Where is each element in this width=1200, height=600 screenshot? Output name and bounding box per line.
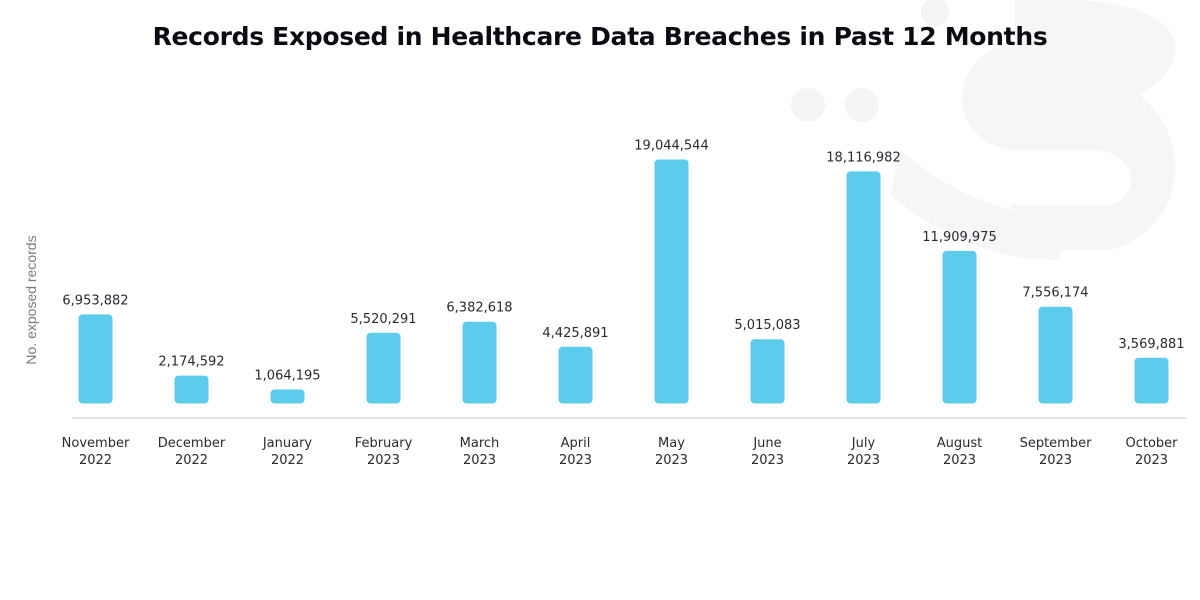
category-label-october-month: October [1125,436,1178,451]
category-label-january-year: 2022 [271,453,304,468]
category-label-april-month: April [561,436,591,451]
bar-april [558,346,593,404]
category-label-november-year: 2022 [79,453,112,468]
category-label-november-month: November [62,436,130,451]
category-label-may-month: May [658,436,685,451]
y-axis-label: No. exposed records [23,235,39,364]
value-label-march: 6,382,618 [446,301,512,316]
category-label-december-year: 2022 [175,453,208,468]
category-label-october-year: 2023 [1135,453,1168,468]
bar-september [1038,306,1073,404]
value-labels-group: 6,953,882 2,174,592 1,064,195 5,520,291 6,38… [62,139,1184,384]
value-label-january: 1,064,195 [254,369,320,384]
category-label-july-month: July [851,436,876,451]
value-label-july: 18,116,982 [826,150,900,165]
bar-october [1134,357,1169,404]
bar-february [366,332,401,404]
category-label-april-year: 2023 [559,453,592,468]
category-label-february-month: February [355,436,413,451]
value-label-december: 2,174,592 [158,355,224,370]
bars-group [78,159,1169,404]
category-label-july-year: 2023 [847,453,880,468]
category-label-august-year: 2023 [943,453,976,468]
category-label-may-year: 2023 [655,453,688,468]
bar-august [942,250,977,404]
value-label-may: 19,044,544 [634,139,708,154]
value-label-june: 5,015,083 [734,318,800,333]
category-label-september-month: September [1020,436,1093,451]
bar-may [654,159,689,404]
chart-title: Records Exposed in Healthcare Data Breac… [152,22,1048,51]
bar-november [78,314,113,404]
category-label-march-year: 2023 [463,453,496,468]
category-label-march-month: March [460,436,500,451]
bar-december [174,375,209,404]
category-label-january-month: January [262,436,313,451]
category-label-june-month: June [752,436,781,451]
value-label-february: 5,520,291 [350,312,416,327]
value-label-october: 3,569,881 [1118,337,1184,352]
value-label-september: 7,556,174 [1022,286,1088,301]
value-label-august: 11,909,975 [922,230,996,245]
bar-march [462,321,497,404]
category-label-september-year: 2023 [1039,453,1072,468]
category-label-december-month: December [158,436,226,451]
category-labels-group: November 2022 December 2022 January 2022 Febru… [62,436,1178,468]
value-label-november: 6,953,882 [62,293,128,308]
category-label-june-year: 2023 [751,453,784,468]
value-label-april: 4,425,891 [542,326,608,341]
bar-january [270,389,305,404]
bar-june [750,339,785,404]
category-label-august-month: August [937,436,983,451]
category-label-february-year: 2023 [367,453,400,468]
bar-july [846,171,881,404]
